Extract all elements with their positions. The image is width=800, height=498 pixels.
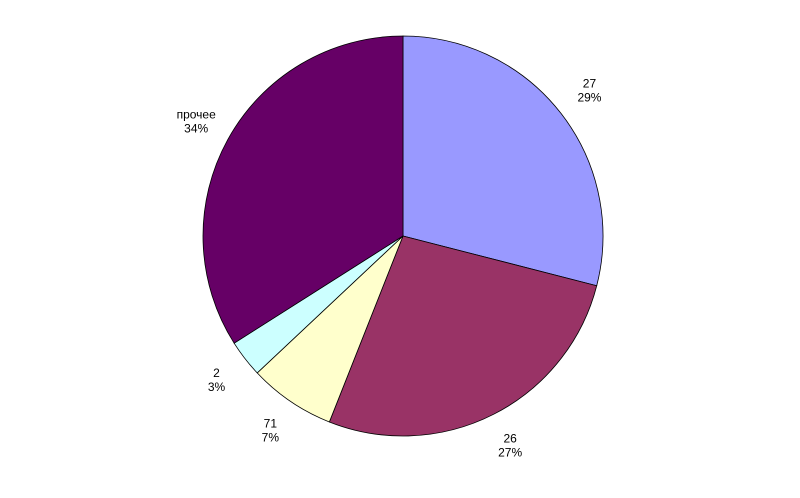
slice-category-label: 71: [264, 416, 278, 430]
slice-value-label: 27%: [498, 445, 522, 459]
slice-category-label: 27: [583, 77, 597, 91]
pie-slice: [328, 235, 598, 437]
slice-category-label: 26: [503, 431, 517, 445]
slice-category-label: прочее: [177, 107, 217, 121]
slice-value-label: 7%: [262, 430, 280, 444]
pie-slice: [402, 35, 604, 287]
slice-value-label: 29%: [577, 91, 601, 105]
slice-category-label: 2: [213, 366, 220, 380]
slice-value-label: 3%: [208, 380, 226, 394]
pie-slice: [202, 35, 404, 344]
slice-value-label: 34%: [184, 121, 208, 135]
